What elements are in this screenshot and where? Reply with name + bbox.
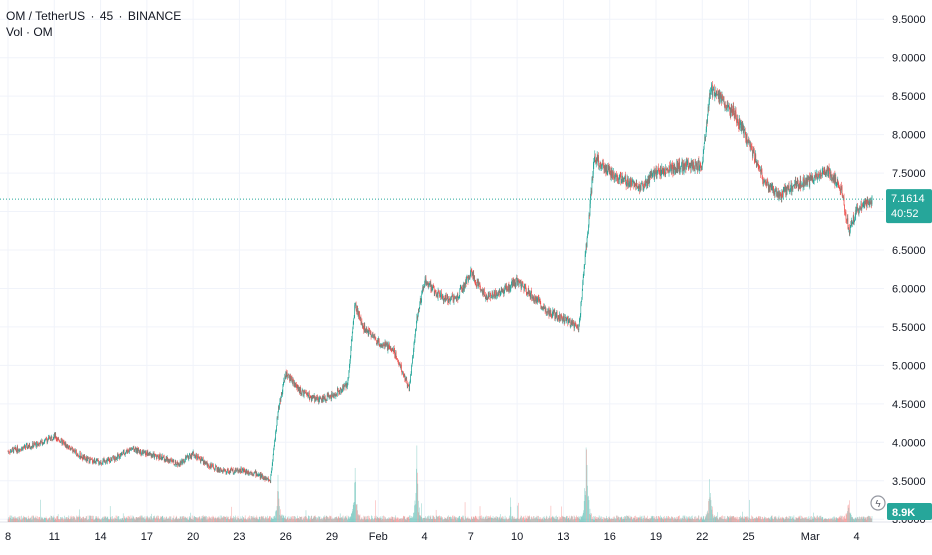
candle-body: [574, 326, 575, 328]
volume-bar: [518, 503, 519, 522]
candle-body: [351, 341, 352, 349]
candle-body: [273, 455, 274, 461]
volume-layer: [8, 445, 873, 522]
candle-body: [458, 298, 459, 300]
candle-body: [228, 469, 229, 472]
candle-body: [565, 317, 566, 322]
candle-layer: [8, 81, 873, 483]
candle-body: [76, 450, 77, 455]
candle-body: [401, 365, 402, 370]
volume-bar: [872, 516, 873, 522]
candle-body: [214, 467, 215, 469]
candle-body: [317, 397, 318, 400]
candle-body: [632, 181, 633, 184]
candle-body: [582, 291, 583, 298]
candle-body: [457, 298, 458, 301]
candle-body: [107, 460, 108, 462]
candle-body: [302, 391, 303, 395]
candle-body: [416, 323, 417, 329]
candle-body: [376, 340, 377, 343]
candle-body: [112, 457, 113, 460]
candle-body: [174, 460, 175, 464]
candle-body: [564, 316, 565, 321]
candle-body: [612, 171, 613, 177]
candle-body: [623, 179, 624, 180]
candle-body: [592, 179, 593, 193]
candle-body: [353, 319, 354, 322]
candle-body: [488, 293, 489, 296]
candle-body: [278, 412, 279, 418]
candle-body: [459, 290, 460, 296]
candle-body: [36, 442, 37, 447]
candle-body: [446, 295, 447, 299]
candle-body: [409, 384, 410, 391]
candle-body: [140, 449, 141, 454]
candle-body: [412, 363, 413, 365]
candle-body: [704, 143, 705, 148]
candle-body: [697, 163, 698, 166]
candle-body: [713, 91, 714, 96]
candle-body: [213, 465, 214, 467]
candle-body: [579, 326, 580, 330]
candle-body: [52, 436, 53, 439]
candle-body: [578, 325, 579, 329]
candle-body: [421, 294, 422, 300]
candle-body: [724, 97, 725, 104]
candle-body: [196, 454, 197, 457]
candle-body: [397, 359, 398, 360]
candle-body: [26, 445, 27, 448]
candle-body: [270, 476, 271, 483]
candle-body: [347, 385, 348, 387]
candle-body: [598, 157, 599, 166]
candle-body: [277, 418, 278, 426]
candle-body: [653, 173, 654, 174]
candle-body: [20, 449, 21, 450]
candle-body: [391, 347, 392, 349]
candle-body: [96, 461, 97, 464]
candle-body: [581, 301, 582, 304]
candle-body: [324, 396, 325, 397]
candle-body: [160, 455, 161, 459]
candle-body: [523, 283, 524, 286]
candle-body: [288, 374, 289, 378]
candle-body: [281, 398, 282, 402]
candle-body: [379, 341, 380, 345]
candle-body: [283, 386, 284, 392]
grid-layer: [0, 0, 932, 522]
candle-body: [756, 155, 757, 162]
candle-body: [641, 184, 642, 190]
candle-body: [703, 153, 704, 161]
candle-body: [276, 426, 277, 432]
candle-body: [233, 469, 234, 473]
candle-body: [551, 310, 552, 314]
candle-body: [352, 333, 353, 339]
candle-body: [698, 162, 699, 170]
candle-body: [560, 314, 561, 320]
candle-body: [419, 305, 420, 309]
candle-body: [744, 131, 745, 138]
candle-body: [124, 451, 125, 454]
candle-body: [695, 162, 696, 171]
volume-bar: [40, 500, 41, 522]
candle-body: [274, 440, 275, 446]
candle-body: [570, 321, 571, 326]
candle-body: [516, 279, 517, 285]
candle-body: [587, 238, 588, 247]
candle-body: [279, 405, 280, 409]
